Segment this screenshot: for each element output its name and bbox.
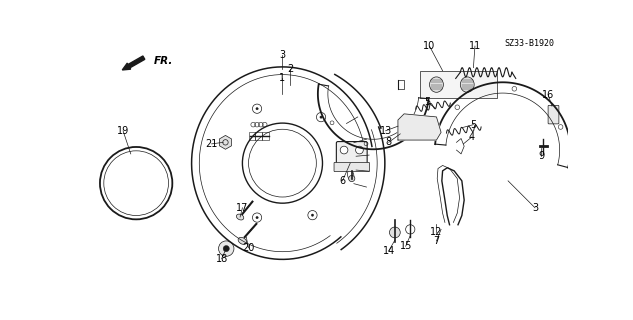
Text: 9: 9 <box>538 151 544 161</box>
Text: 20: 20 <box>242 243 254 253</box>
Text: SZ33-B1920: SZ33-B1920 <box>505 39 555 48</box>
Ellipse shape <box>237 214 244 220</box>
Text: 3: 3 <box>532 203 538 213</box>
Ellipse shape <box>430 77 443 92</box>
FancyBboxPatch shape <box>548 105 559 124</box>
Bar <box>263 132 268 140</box>
Text: 5: 5 <box>424 97 430 107</box>
Text: 1: 1 <box>279 73 285 84</box>
Text: 12: 12 <box>430 227 442 237</box>
Circle shape <box>218 241 234 256</box>
Circle shape <box>389 227 400 238</box>
Text: 6: 6 <box>339 176 346 186</box>
Text: 7: 7 <box>434 236 439 246</box>
Circle shape <box>311 214 313 216</box>
Text: 14: 14 <box>382 246 395 256</box>
FancyBboxPatch shape <box>336 141 367 169</box>
Circle shape <box>407 128 413 134</box>
Text: 19: 19 <box>117 126 129 136</box>
Circle shape <box>423 128 429 134</box>
Text: 11: 11 <box>469 41 481 51</box>
Circle shape <box>356 146 363 154</box>
Ellipse shape <box>460 77 474 92</box>
Bar <box>420 71 496 99</box>
FancyArrow shape <box>122 56 145 70</box>
Circle shape <box>256 108 258 110</box>
Circle shape <box>223 245 229 252</box>
Text: 15: 15 <box>399 241 412 251</box>
Circle shape <box>340 146 348 154</box>
Circle shape <box>320 116 322 118</box>
FancyBboxPatch shape <box>334 162 370 172</box>
Text: 2: 2 <box>287 64 293 74</box>
Text: 5: 5 <box>470 120 477 130</box>
Text: 21: 21 <box>206 139 218 149</box>
Circle shape <box>349 175 355 182</box>
Text: 10: 10 <box>423 41 436 51</box>
Text: 17: 17 <box>236 203 249 213</box>
Text: 16: 16 <box>542 90 555 100</box>
Text: 8: 8 <box>385 137 392 147</box>
Text: 13: 13 <box>380 126 392 136</box>
Ellipse shape <box>238 237 247 244</box>
Text: 18: 18 <box>215 254 228 264</box>
Text: 4: 4 <box>469 132 475 142</box>
Text: FR.: FR. <box>154 57 173 67</box>
Polygon shape <box>398 114 441 140</box>
Bar <box>256 132 261 140</box>
Bar <box>249 132 254 140</box>
Circle shape <box>256 216 258 219</box>
Text: 3: 3 <box>279 50 285 60</box>
